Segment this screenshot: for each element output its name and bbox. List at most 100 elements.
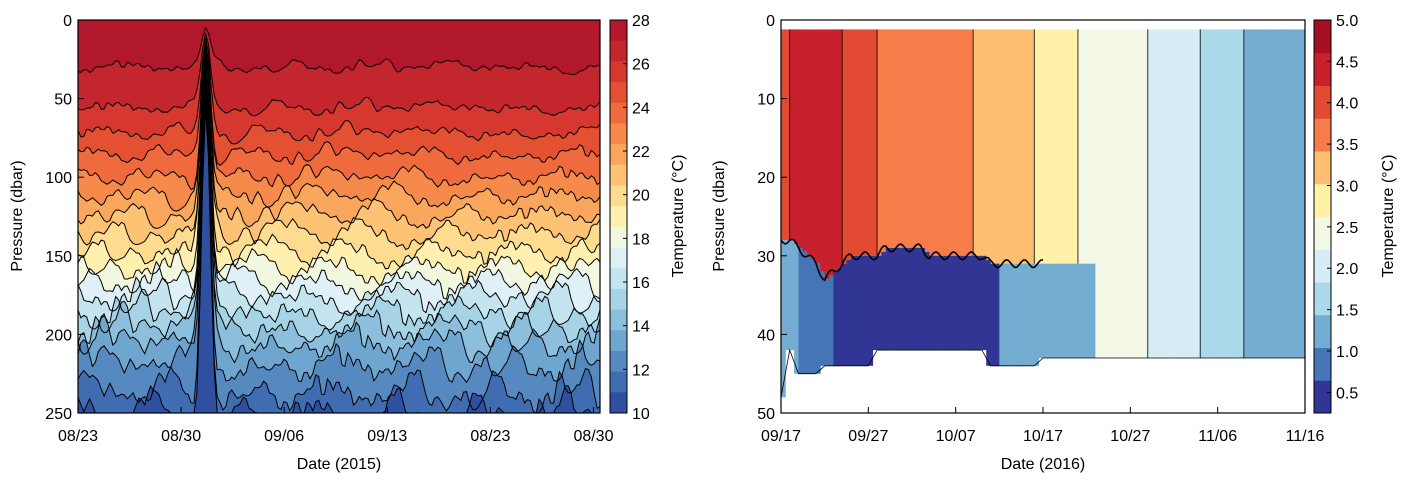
lower-layer-cell bbox=[885, 247, 891, 351]
upper-layer-cell bbox=[1143, 29, 1149, 358]
lower-layer-cell bbox=[877, 255, 882, 351]
upper-layer-cell bbox=[1191, 29, 1197, 358]
upper-layer-cell bbox=[781, 29, 786, 241]
upper-layer-cell bbox=[1025, 29, 1031, 264]
lower-layer-cell bbox=[855, 255, 860, 366]
chart-right: 09/17 09/27 10/07 10/17 10/27 11/06 11/16 0 10 2… bbox=[711, 13, 1397, 473]
colorbar-swatch bbox=[610, 185, 627, 207]
lower-layer-cell bbox=[811, 259, 817, 374]
upper-layer-cell bbox=[1064, 29, 1070, 264]
lower-layer-cell bbox=[898, 247, 904, 351]
left-plot-frame bbox=[77, 19, 601, 414]
upper-layer-cell bbox=[1169, 29, 1175, 358]
colorbar-tick-label: 5.0 bbox=[1336, 13, 1358, 30]
x-tick-label: 09/27 bbox=[848, 428, 888, 445]
upper-layer-cell bbox=[1108, 29, 1114, 358]
lower-layer-cell bbox=[973, 255, 978, 351]
upper-layer-cell bbox=[1134, 29, 1140, 358]
x-tick-label: 08/30 bbox=[161, 428, 201, 445]
upper-layer-cell bbox=[1182, 29, 1188, 358]
upper-layer-cell bbox=[829, 29, 834, 276]
colorbar-tick-label: 28 bbox=[632, 13, 650, 30]
upper-layer-cell bbox=[920, 29, 926, 248]
contour-line bbox=[78, 99, 600, 384]
upper-layer-cell bbox=[850, 29, 856, 256]
lower-layer-cell bbox=[942, 255, 948, 351]
lower-layer-cell bbox=[968, 255, 974, 351]
upper-layer-cell bbox=[933, 29, 939, 256]
y-tick-label: 30 bbox=[757, 249, 775, 266]
upper-layer-cell bbox=[1003, 29, 1009, 264]
upper-layer-cell bbox=[1117, 29, 1122, 358]
upper-layer-cell bbox=[907, 29, 913, 248]
contour-line bbox=[78, 61, 600, 251]
lower-layer-cell bbox=[1003, 263, 1009, 366]
upper-layer-cell bbox=[1034, 29, 1040, 264]
upper-layer-cell bbox=[1125, 29, 1131, 358]
colorbar-swatch bbox=[610, 268, 627, 290]
upper-layer-cell bbox=[1187, 29, 1192, 358]
colorbar-tick-label: 18 bbox=[632, 231, 650, 248]
upper-layer-cell bbox=[1099, 29, 1105, 358]
colorbar-swatch bbox=[610, 61, 627, 83]
lower-layer-cell bbox=[964, 255, 970, 351]
upper-layer-cell bbox=[1256, 29, 1262, 358]
lower-layer-cell bbox=[850, 255, 856, 366]
colorbar-tick-label: 10 bbox=[632, 406, 650, 423]
upper-layer-cell bbox=[925, 29, 930, 252]
upper-layer-cell bbox=[1252, 29, 1258, 358]
left-x-ticks: 08/23 08/30 09/06 09/13 08/23 08/30 bbox=[58, 407, 614, 445]
lower-layer-cell bbox=[1016, 263, 1022, 366]
upper-layer-cell bbox=[916, 29, 922, 248]
upper-layer-cell bbox=[1077, 29, 1083, 264]
lower-layer-cell bbox=[994, 263, 1000, 366]
upper-layer-cell bbox=[1056, 29, 1061, 264]
colorbar-tick-label: 2.0 bbox=[1336, 261, 1358, 278]
lower-layer-cell bbox=[1086, 263, 1092, 358]
upper-layer-cell bbox=[903, 29, 909, 248]
colorbar-swatch bbox=[610, 144, 627, 166]
colorbar-swatch bbox=[1314, 151, 1331, 185]
y-tick-label: 40 bbox=[757, 327, 775, 344]
upper-layer-cell bbox=[1204, 29, 1210, 358]
colorbar-swatch bbox=[610, 350, 627, 373]
colorbar-swatch bbox=[1314, 85, 1331, 119]
upper-layer-cell bbox=[973, 29, 978, 256]
lower-layer-cell bbox=[1025, 263, 1031, 366]
lower-layer-cell bbox=[916, 247, 922, 351]
upper-layer-cell bbox=[1296, 29, 1302, 358]
upper-layer-cell bbox=[929, 29, 935, 256]
left-colorbar-label: Temperature (°C) bbox=[670, 155, 687, 278]
lower-layer-cell bbox=[955, 255, 961, 351]
colorbar-tick-label: 22 bbox=[632, 144, 650, 161]
colorbar-swatch bbox=[1314, 249, 1331, 283]
lower-layer-cell bbox=[794, 244, 799, 374]
lower-layer-cell bbox=[894, 247, 900, 351]
upper-layer-cell bbox=[1016, 29, 1022, 264]
upper-layer-cell bbox=[1104, 29, 1109, 358]
colorbar-swatch bbox=[610, 226, 627, 249]
chart-left: 08/23 08/30 09/06 09/13 08/23 08/30 0 50 100 150… bbox=[9, 13, 687, 473]
lower-layer-cell bbox=[907, 247, 913, 351]
upper-layer-cell bbox=[1200, 29, 1205, 358]
left-y-ticks: 0 50 100 150 200 250 bbox=[45, 13, 84, 423]
colorbar-swatch bbox=[610, 247, 627, 269]
colorbar-swatch bbox=[610, 206, 627, 228]
y-tick-label: 250 bbox=[45, 406, 72, 423]
contour-line bbox=[78, 42, 600, 166]
lower-layer-cell bbox=[1073, 263, 1079, 358]
upper-layer-cell bbox=[1112, 29, 1118, 358]
upper-layer-cell bbox=[938, 29, 943, 256]
upper-layer-cell bbox=[1160, 29, 1166, 358]
upper-layer-cell bbox=[1060, 29, 1066, 264]
upper-layer-cell bbox=[846, 29, 852, 260]
y-tick-label: 50 bbox=[54, 92, 72, 109]
contour-line bbox=[78, 37, 600, 145]
lower-layer-cell bbox=[1038, 263, 1044, 358]
temperature-band bbox=[78, 108, 600, 413]
upper-layer-cell bbox=[968, 29, 974, 256]
colorbar-swatch bbox=[1314, 216, 1331, 250]
contour-line bbox=[78, 46, 600, 191]
upper-layer-cell bbox=[986, 29, 991, 260]
upper-layer-cell bbox=[1069, 29, 1074, 264]
